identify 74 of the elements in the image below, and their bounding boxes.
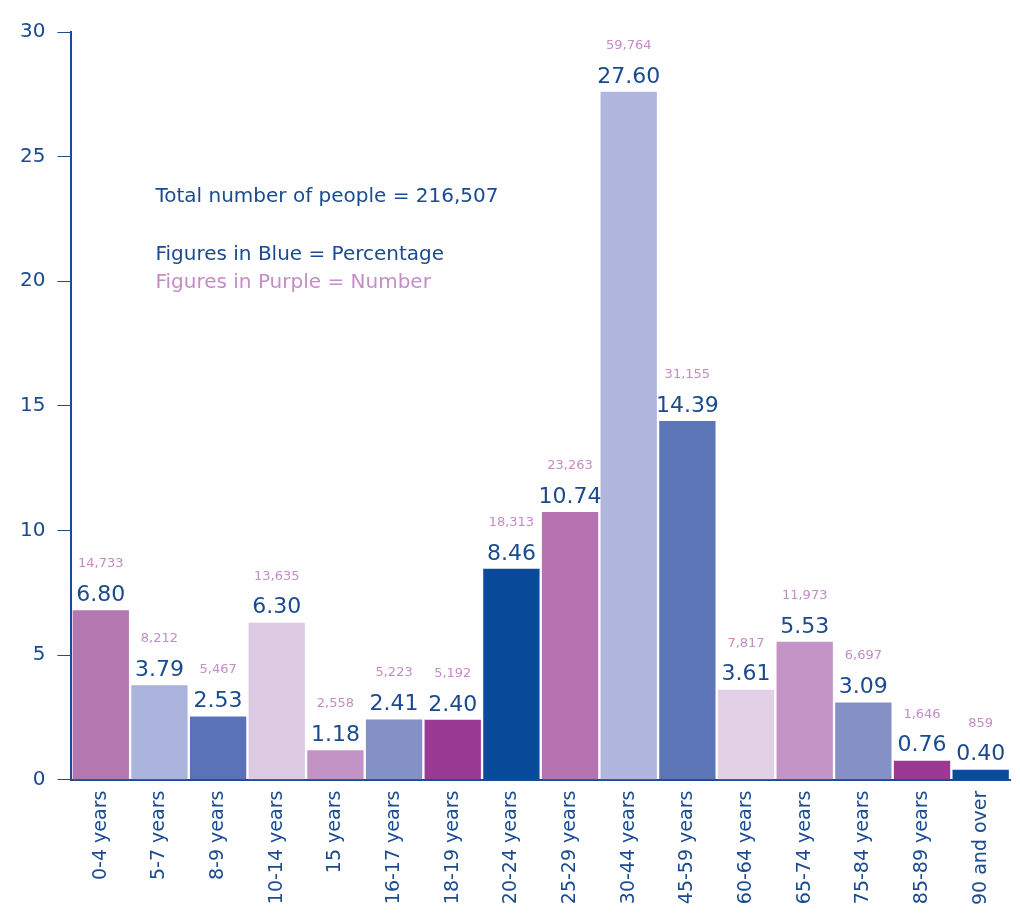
x-tick-label: 45-59 years <box>674 790 697 905</box>
bar <box>131 685 188 780</box>
data-label: 3.61 <box>721 660 771 686</box>
data-label: 6.80 <box>76 580 126 606</box>
bar <box>248 622 305 780</box>
data-label: 1.18 <box>310 720 360 746</box>
x-tick-label: 75-84 years <box>850 790 873 905</box>
data-label: 27.60 <box>597 62 661 88</box>
bar <box>365 719 423 780</box>
x-tick-label: 15 years <box>322 790 345 874</box>
annotation: 13,635 <box>254 567 300 583</box>
y-tick-label: 15 <box>20 392 46 417</box>
x-tick-label: 8-9 years <box>205 790 228 880</box>
data-label: 3.09 <box>838 673 888 699</box>
annotation: 1,646 <box>903 705 941 721</box>
x-tick-label: 25-29 years <box>556 790 579 905</box>
bar <box>600 91 657 780</box>
data-label: 10.74 <box>538 482 602 508</box>
bar <box>835 702 892 780</box>
annotation: Total number of people = 216,507 <box>154 183 499 207</box>
annotation: 5,467 <box>199 661 237 677</box>
data-label: 8.46 <box>486 539 536 565</box>
bar <box>424 719 481 780</box>
annotation: 2,558 <box>316 695 355 711</box>
annotation: 59,764 <box>605 36 652 52</box>
data-label: 2.41 <box>369 690 419 716</box>
bar <box>483 568 540 780</box>
data-label: 2.40 <box>428 690 478 716</box>
y-tick-label: 5 <box>32 641 46 666</box>
annotation: 18,313 <box>488 513 535 529</box>
data-label: 14.39 <box>655 391 719 417</box>
y-tick-label: 20 <box>20 267 46 292</box>
annotation: Figures in Blue = Percentage <box>155 241 445 265</box>
bar <box>776 641 833 780</box>
bar <box>659 421 716 780</box>
annotation: 6,697 <box>844 647 882 663</box>
y-tick-label: 10 <box>20 516 46 541</box>
annotation: 31,155 <box>664 365 711 381</box>
data-label: 5.53 <box>780 612 830 638</box>
annotation: 8,212 <box>140 630 179 646</box>
x-tick-label: 20-24 years <box>498 790 521 905</box>
bar <box>893 760 951 780</box>
annotation: 859 <box>968 714 994 730</box>
x-tick-label: 5-7 years <box>146 790 169 880</box>
annotation: 7,817 <box>727 634 765 650</box>
x-tick-label: 65-74 years <box>791 790 814 905</box>
annotation: 14,733 <box>78 555 124 571</box>
bar <box>72 610 129 780</box>
x-tick-label: 85-89 years <box>908 790 931 905</box>
annotation: 11,973 <box>781 586 828 602</box>
annotation: Figures in Purple = Number <box>155 269 432 293</box>
bar <box>717 689 775 780</box>
bar <box>307 750 364 780</box>
annotation: 5,223 <box>375 664 413 680</box>
x-tick-label: 0-4 years <box>87 790 110 880</box>
data-label: 0.76 <box>897 731 947 757</box>
bar <box>952 769 1009 780</box>
annotation: 5,192 <box>434 664 472 680</box>
bar <box>541 511 599 780</box>
x-tick-label: 10-14 years <box>263 790 286 905</box>
x-tick-label: 90 and over <box>967 790 990 905</box>
x-tick-label: 30-44 years <box>615 790 638 905</box>
x-tick-label: 60-64 years <box>732 790 755 905</box>
data-label: 0.40 <box>956 740 1006 766</box>
y-tick-label: 0 <box>32 765 46 790</box>
annotation: 23,263 <box>547 456 593 472</box>
data-label: 6.30 <box>252 593 302 619</box>
x-tick-label: 18-19 years <box>439 790 462 905</box>
data-label: 2.53 <box>193 687 243 713</box>
x-tick-label: 16-17 years <box>381 790 404 905</box>
y-tick-label: 25 <box>20 142 46 167</box>
y-tick-label: 30 <box>20 18 46 43</box>
bar <box>189 716 247 780</box>
data-label: 3.79 <box>134 655 184 681</box>
